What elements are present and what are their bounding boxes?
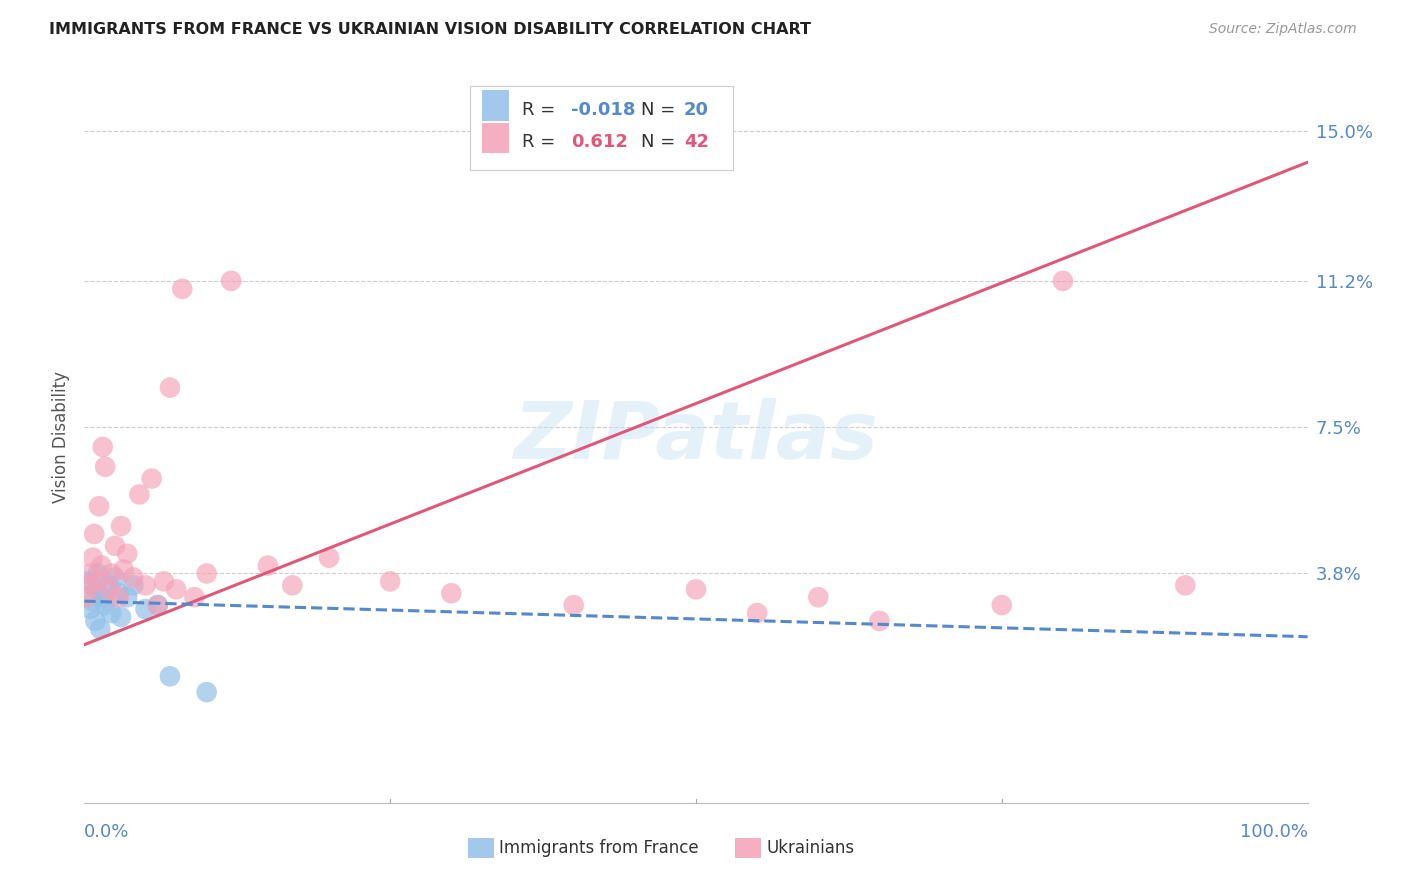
Point bbox=[159, 669, 181, 683]
Point bbox=[104, 570, 127, 584]
Point bbox=[86, 582, 108, 597]
Point bbox=[159, 381, 181, 395]
Point bbox=[87, 500, 110, 514]
Point bbox=[257, 558, 280, 573]
Point bbox=[141, 472, 163, 486]
Point bbox=[91, 591, 114, 605]
Point bbox=[195, 685, 218, 699]
Point bbox=[115, 547, 138, 561]
Point bbox=[94, 598, 117, 612]
Text: 0.0%: 0.0% bbox=[84, 822, 129, 840]
FancyBboxPatch shape bbox=[482, 90, 509, 121]
Point bbox=[79, 566, 101, 581]
Point bbox=[94, 459, 117, 474]
Point bbox=[219, 274, 242, 288]
Point bbox=[135, 578, 157, 592]
Point bbox=[82, 594, 104, 608]
Point bbox=[747, 606, 769, 620]
Point bbox=[1174, 578, 1197, 592]
Point bbox=[77, 578, 100, 592]
Point bbox=[146, 598, 169, 612]
Point bbox=[97, 578, 120, 592]
Text: R =: R = bbox=[522, 133, 555, 152]
Point bbox=[115, 591, 138, 605]
Point bbox=[380, 574, 402, 589]
Point bbox=[183, 591, 205, 605]
Point bbox=[104, 539, 127, 553]
Point bbox=[112, 562, 135, 576]
Point bbox=[89, 622, 111, 636]
Text: 100.0%: 100.0% bbox=[1240, 822, 1308, 840]
Text: -0.018: -0.018 bbox=[571, 101, 636, 120]
Point bbox=[76, 591, 98, 605]
Point bbox=[91, 440, 114, 454]
Point bbox=[83, 527, 105, 541]
Point bbox=[440, 586, 463, 600]
Point bbox=[991, 598, 1014, 612]
Point bbox=[100, 566, 122, 581]
Point bbox=[172, 282, 194, 296]
Point bbox=[318, 550, 340, 565]
Point bbox=[84, 614, 107, 628]
FancyBboxPatch shape bbox=[470, 86, 733, 170]
Point bbox=[110, 519, 132, 533]
Point bbox=[107, 586, 129, 600]
Point bbox=[82, 550, 104, 565]
Point bbox=[87, 566, 110, 581]
Text: 0.612: 0.612 bbox=[571, 133, 628, 152]
Text: N =: N = bbox=[641, 133, 675, 152]
Point bbox=[281, 578, 304, 592]
Text: Ukrainians: Ukrainians bbox=[766, 839, 855, 857]
Point bbox=[153, 574, 176, 589]
Point bbox=[97, 582, 120, 597]
Point bbox=[869, 614, 891, 628]
Text: 20: 20 bbox=[683, 101, 709, 120]
Text: 42: 42 bbox=[683, 133, 709, 152]
Text: Immigrants from France: Immigrants from France bbox=[499, 839, 699, 857]
Point bbox=[122, 570, 145, 584]
Point bbox=[122, 578, 145, 592]
Text: IMMIGRANTS FROM FRANCE VS UKRAINIAN VISION DISABILITY CORRELATION CHART: IMMIGRANTS FROM FRANCE VS UKRAINIAN VISI… bbox=[49, 22, 811, 37]
Point bbox=[110, 610, 132, 624]
Point bbox=[86, 574, 108, 589]
Text: Source: ZipAtlas.com: Source: ZipAtlas.com bbox=[1209, 22, 1357, 37]
Point bbox=[685, 582, 707, 597]
FancyBboxPatch shape bbox=[482, 122, 509, 153]
Point bbox=[1052, 274, 1074, 288]
Text: N =: N = bbox=[641, 101, 675, 120]
Point bbox=[79, 602, 101, 616]
Point bbox=[146, 598, 169, 612]
Y-axis label: Vision Disability: Vision Disability bbox=[52, 371, 70, 503]
Point bbox=[77, 574, 100, 589]
Point bbox=[107, 591, 129, 605]
Point bbox=[135, 602, 157, 616]
Point bbox=[807, 591, 830, 605]
Point bbox=[165, 582, 187, 597]
Text: ZIPatlas: ZIPatlas bbox=[513, 398, 879, 476]
Point bbox=[562, 598, 585, 612]
Point bbox=[128, 487, 150, 501]
Text: R =: R = bbox=[522, 101, 555, 120]
Point bbox=[90, 558, 112, 573]
Point bbox=[195, 566, 218, 581]
Point bbox=[100, 606, 122, 620]
